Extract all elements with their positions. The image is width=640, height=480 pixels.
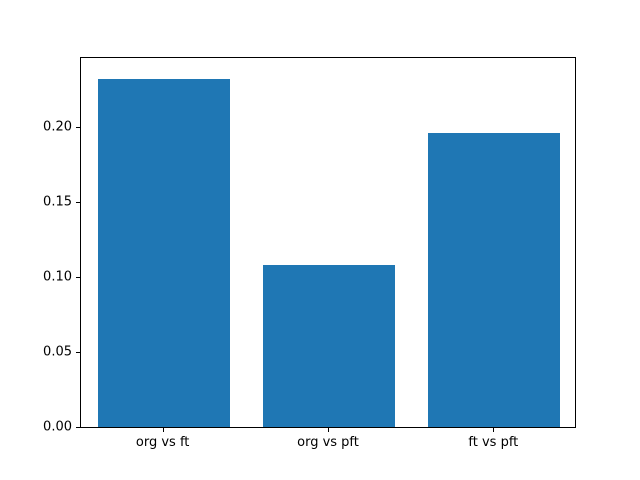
y-tick-mark	[76, 276, 80, 278]
x-tick-label: org vs pft	[297, 435, 359, 450]
x-tick-label: org vs ft	[135, 435, 190, 450]
bar	[428, 133, 561, 427]
y-tick-mark	[76, 201, 80, 203]
x-tick-label: ft vs pft	[468, 435, 519, 450]
y-tick-mark	[76, 126, 80, 128]
x-tick-mark	[162, 428, 164, 432]
plot-area	[80, 57, 576, 428]
y-tick-mark	[76, 351, 80, 353]
bar	[97, 79, 230, 427]
y-tick-label: 0.10	[43, 269, 72, 285]
y-tick-mark	[76, 427, 80, 428]
y-tick-label: 0.20	[43, 119, 72, 135]
y-tick-label: 0.05	[43, 344, 72, 360]
y-tick-label: 0.00	[43, 419, 72, 435]
bar	[262, 265, 396, 427]
x-tick-mark	[493, 428, 495, 432]
y-tick-label: 0.15	[43, 194, 72, 210]
x-tick-mark	[328, 428, 329, 432]
